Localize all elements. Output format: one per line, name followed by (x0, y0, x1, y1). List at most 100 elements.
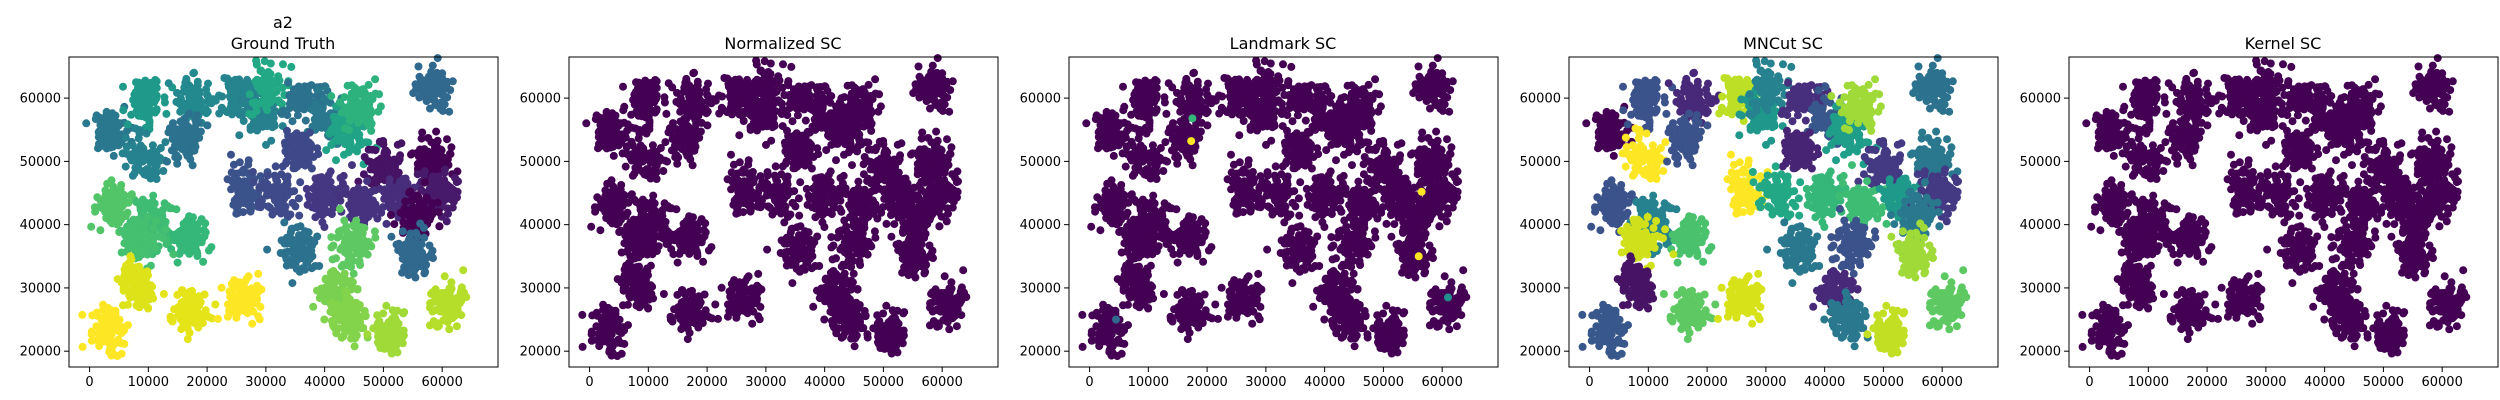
scatter-point (596, 142, 605, 151)
scatter-point (341, 288, 350, 297)
scatter-point (875, 90, 884, 99)
scatter-point (237, 285, 246, 294)
scatter-point (667, 146, 676, 155)
scatter-point (197, 238, 206, 247)
scatter-point (454, 177, 462, 186)
scatter-point (691, 124, 700, 133)
scatter-point (439, 307, 448, 316)
scatter-point (433, 137, 442, 146)
scatter-point (704, 79, 712, 88)
scatter-point (306, 251, 314, 259)
scatter-point (174, 303, 183, 312)
scatter-point (448, 77, 457, 86)
scatter-point (237, 192, 246, 201)
x-tick-label: 10000 (128, 375, 169, 390)
scatter-point (370, 227, 379, 236)
scatter-point (347, 89, 356, 98)
scatter-point (82, 119, 91, 128)
scatter-point (843, 81, 852, 90)
scatter-point (379, 156, 388, 165)
scatter-point (188, 286, 196, 295)
scatter-point (121, 162, 130, 171)
scatter-point (311, 213, 320, 222)
scatter-point (144, 112, 153, 121)
scatter-point (340, 124, 349, 133)
scatter-point (327, 92, 336, 101)
scatter-point (173, 159, 182, 168)
scatter-point (105, 348, 114, 357)
scatter-point (776, 98, 785, 107)
scatter-point (409, 89, 418, 98)
scatter-point (436, 73, 445, 82)
scatter-point (126, 293, 135, 302)
scatter-point (387, 232, 396, 241)
scatter-point (857, 140, 866, 149)
scatter-point (430, 97, 439, 105)
scatter-point (358, 249, 366, 258)
scatter-point (78, 310, 87, 319)
subplot-ground-truth: Ground Truth 0 10000 20000 30000 40000 50000 6… (20, 34, 499, 390)
subplot-title: Normalized SC (724, 34, 841, 53)
scatter-point (269, 190, 278, 199)
scatter-point (248, 98, 257, 107)
scatter-point (703, 107, 712, 116)
scatter-point (276, 98, 285, 107)
scatter-point (343, 81, 352, 90)
scatter-point (339, 273, 348, 282)
scatter-point (194, 226, 203, 235)
scatter-point (655, 155, 664, 164)
scatter-point (289, 131, 298, 140)
scatter-point (779, 60, 787, 69)
scatter-point (137, 112, 146, 121)
scatter-point (203, 107, 212, 116)
scatter-point (609, 151, 618, 160)
scatter-point (272, 87, 281, 96)
scatter-point (319, 94, 328, 103)
scatter-point (422, 97, 431, 106)
scatter-point (316, 108, 325, 117)
scatter-point (188, 161, 197, 170)
scatter-point (426, 71, 435, 79)
scatter-point (254, 269, 263, 278)
scatter-point (363, 177, 372, 186)
scatter-point (433, 54, 442, 63)
scatter-point (853, 102, 862, 111)
scatter-point (866, 121, 875, 130)
scatter-point (785, 99, 794, 108)
scatter-point (386, 337, 395, 346)
scatter-point (346, 137, 355, 146)
scatter-point (246, 204, 255, 213)
scatter-point (137, 152, 146, 161)
scatter-point (847, 89, 856, 98)
scatter-point (185, 99, 194, 107)
scatter-point (201, 228, 210, 237)
scatter-point (355, 193, 364, 202)
scatter-point (94, 128, 103, 137)
scatter-point (96, 226, 105, 235)
scatter-point (131, 90, 140, 99)
scatter-point (286, 228, 295, 237)
scatter-point (759, 120, 768, 129)
scatter-point (218, 92, 227, 101)
scatter-point (310, 191, 319, 200)
scatter-point (148, 141, 157, 150)
scatter-point (417, 134, 426, 143)
scatter-point (405, 210, 413, 219)
scatter-point (271, 162, 280, 171)
scatter-point (266, 98, 275, 107)
scatter-point (724, 79, 733, 88)
scatter-point (227, 288, 236, 297)
scatter-point (78, 342, 87, 351)
scatter-point (380, 344, 389, 353)
x-tick-label: 40000 (304, 375, 345, 390)
scatter-point (367, 187, 376, 196)
x-tick-label: 50000 (363, 375, 404, 390)
scatter-point (449, 313, 458, 321)
scatter-point (162, 109, 171, 118)
scatter-point (142, 129, 151, 138)
scatter-point (324, 171, 333, 180)
scatter-point (398, 227, 407, 236)
scatter-point (438, 106, 447, 115)
scatter-point (371, 175, 380, 184)
scatter-point (676, 107, 685, 116)
